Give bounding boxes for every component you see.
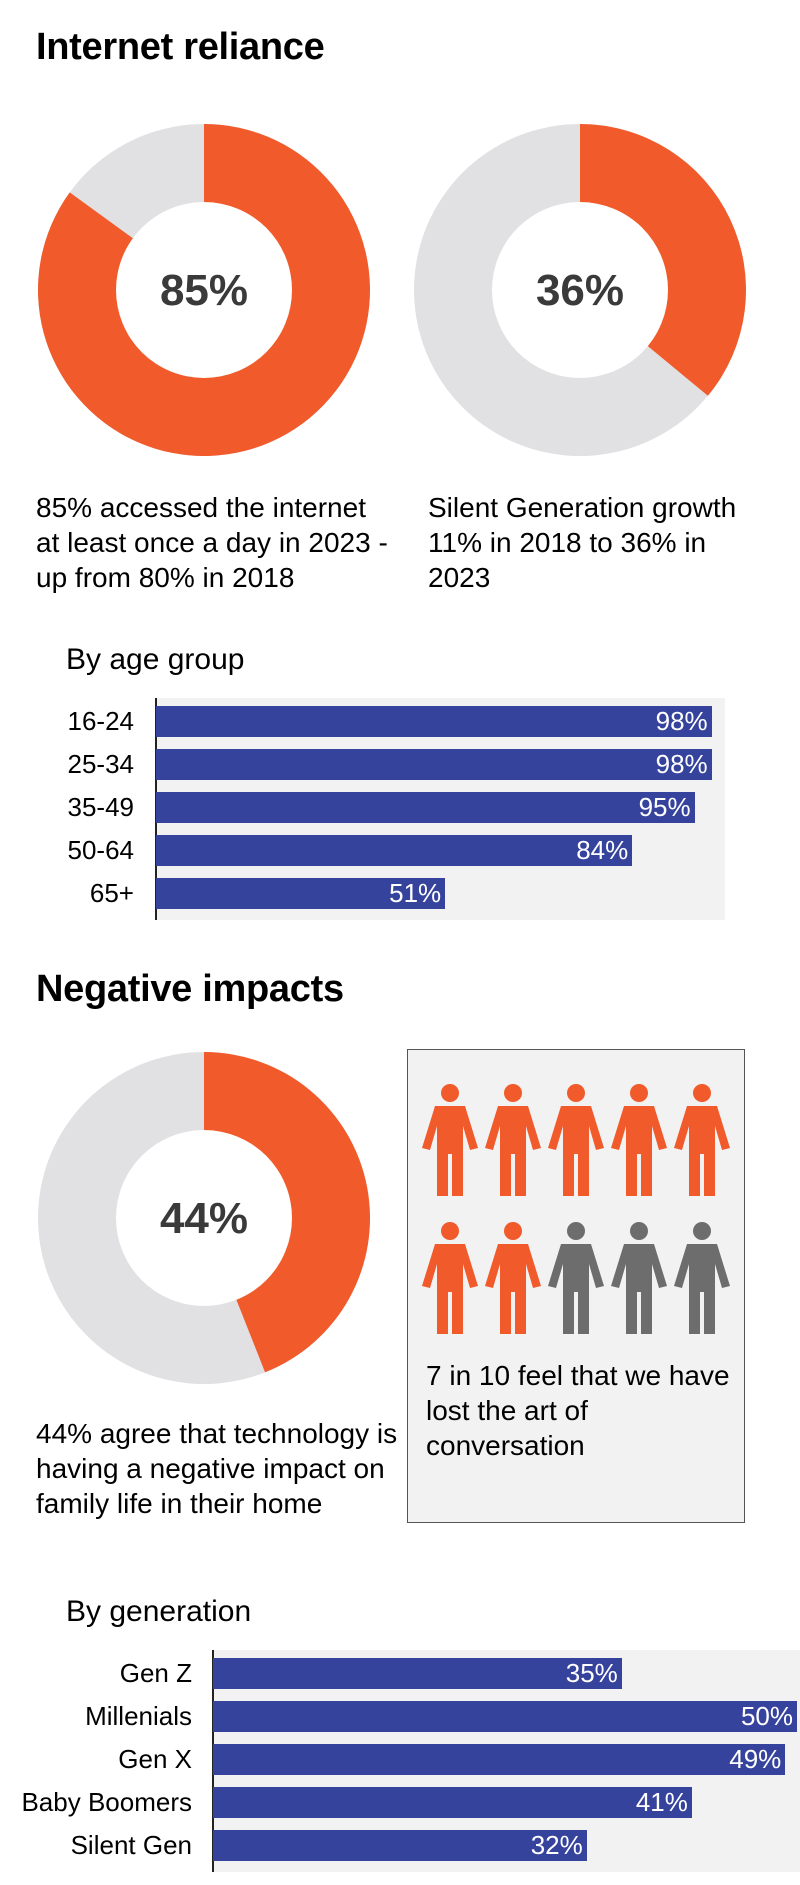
- generation-value-label: 35%: [213, 1658, 618, 1689]
- negative-impacts-title: Negative impacts: [36, 968, 344, 1011]
- generation-category-label: Gen X: [0, 1744, 192, 1775]
- daily-access-donut-value-label: 85%: [160, 266, 248, 315]
- age-group-value-label: 98%: [156, 706, 708, 737]
- people-panel: 7 in 10 feel that we have lost the art o…: [407, 1049, 745, 1523]
- generation-value-label: 49%: [213, 1744, 781, 1775]
- person-icon-highlighted: [422, 1222, 478, 1334]
- age-group-category-label: 16-24: [0, 706, 134, 737]
- person-icon-highlighted: [548, 1084, 604, 1196]
- donut-chart-silent-generation: 36%: [410, 120, 750, 460]
- person-icon: [674, 1222, 730, 1334]
- age-group-category-label: 65+: [0, 878, 134, 909]
- age-group-heading: By age group: [66, 643, 244, 677]
- age-group-category-label: 50-64: [0, 835, 134, 866]
- generation-value-label: 32%: [213, 1830, 583, 1861]
- person-icon: [548, 1222, 604, 1334]
- generation-heading: By generation: [66, 1595, 251, 1629]
- people-pictogram: [408, 1050, 744, 1350]
- age-group-value-label: 84%: [156, 835, 628, 866]
- conversation-caption: 7 in 10 feel that we have lost the art o…: [426, 1358, 736, 1463]
- generation-category-label: Millenials: [0, 1701, 192, 1732]
- person-icon-highlighted: [485, 1084, 541, 1196]
- generation-bar-chart: Gen Z 35% Millenials 50% Gen X 49% Baby Boomer…: [0, 1650, 800, 1872]
- age-group-value-label: 98%: [156, 749, 708, 780]
- person-icon: [611, 1222, 667, 1334]
- person-icon-highlighted: [485, 1222, 541, 1334]
- donut-chart-negative-impact: 44%: [34, 1048, 374, 1388]
- age-group-category-label: 25-34: [0, 749, 134, 780]
- generation-category-label: Silent Gen: [0, 1830, 192, 1861]
- generation-value-label: 50%: [213, 1701, 793, 1732]
- person-icon-highlighted: [422, 1084, 478, 1196]
- silent-generation-donut-value-label: 36%: [536, 266, 624, 315]
- age-group-value-label: 51%: [156, 878, 441, 909]
- negative-impact-caption: 44% agree that technology is having a ne…: [36, 1416, 416, 1521]
- age-group-category-label: 35-49: [0, 792, 134, 823]
- reliance-title: Internet reliance: [36, 26, 324, 69]
- donut-chart-daily-access: 85%: [34, 120, 374, 460]
- silent-generation-caption: Silent Generation growth 11% in 2018 to …: [428, 490, 768, 595]
- daily-access-caption: 85% accessed the internet at least once …: [36, 490, 396, 595]
- generation-category-label: Baby Boomers: [0, 1787, 192, 1818]
- person-icon-highlighted: [674, 1084, 730, 1196]
- age-group-value-label: 95%: [156, 792, 691, 823]
- negative-impact-donut-value-label: 44%: [160, 1194, 248, 1243]
- person-icon-highlighted: [611, 1084, 667, 1196]
- generation-category-label: Gen Z: [0, 1658, 192, 1689]
- generation-value-label: 41%: [213, 1787, 688, 1818]
- age-group-bar-chart: 16-24 98% 25-34 98% 35-49 95% 50-64 84% 65+ 51%: [0, 698, 800, 920]
